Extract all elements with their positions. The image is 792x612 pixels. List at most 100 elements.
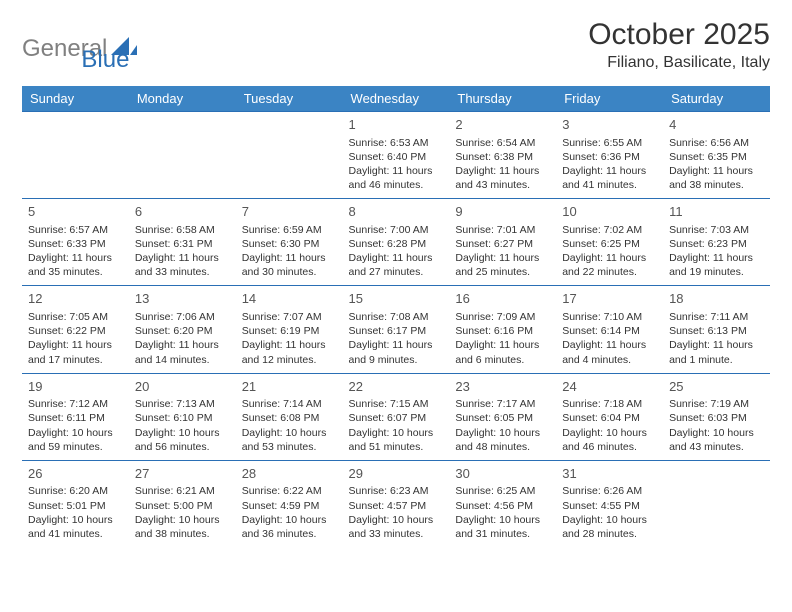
sunset-text: Sunset: 6:19 PM	[242, 324, 337, 338]
sunrise-text: Sunrise: 7:07 AM	[242, 310, 337, 324]
daylight-text: Daylight: 11 hours	[242, 338, 337, 352]
calendar-day-cell: 30Sunrise: 6:25 AMSunset: 4:56 PMDayligh…	[449, 460, 556, 547]
daylight-text: Daylight: 11 hours	[455, 251, 550, 265]
day-number: 19	[28, 378, 123, 396]
sunrise-text: Sunrise: 7:03 AM	[669, 223, 764, 237]
logo-text-blue: Blue	[81, 46, 129, 74]
day-number: 6	[135, 203, 230, 221]
daylight-text: and 33 minutes.	[349, 527, 444, 541]
daylight-text: and 56 minutes.	[135, 440, 230, 454]
daylight-text: and 27 minutes.	[349, 265, 444, 279]
daylight-text: and 46 minutes.	[562, 440, 657, 454]
sunset-text: Sunset: 6:36 PM	[562, 150, 657, 164]
calendar-empty-cell	[663, 460, 770, 547]
sunset-text: Sunset: 6:10 PM	[135, 411, 230, 425]
calendar-day-cell: 24Sunrise: 7:18 AMSunset: 6:04 PMDayligh…	[556, 373, 663, 460]
sunset-text: Sunset: 5:01 PM	[28, 499, 123, 513]
calendar-day-cell: 19Sunrise: 7:12 AMSunset: 6:11 PMDayligh…	[22, 373, 129, 460]
day-number: 13	[135, 290, 230, 308]
page-header: General Blue October 2025 Filiano, Basil…	[22, 18, 770, 74]
daylight-text: and 38 minutes.	[135, 527, 230, 541]
daylight-text: and 9 minutes.	[349, 353, 444, 367]
daylight-text: Daylight: 10 hours	[28, 426, 123, 440]
sunrise-text: Sunrise: 6:54 AM	[455, 136, 550, 150]
calendar-week-row: 26Sunrise: 6:20 AMSunset: 5:01 PMDayligh…	[22, 460, 770, 547]
calendar-table: SundayMondayTuesdayWednesdayThursdayFrid…	[22, 86, 770, 547]
sunrise-text: Sunrise: 7:19 AM	[669, 397, 764, 411]
sunrise-text: Sunrise: 7:02 AM	[562, 223, 657, 237]
sunset-text: Sunset: 6:31 PM	[135, 237, 230, 251]
day-number: 24	[562, 378, 657, 396]
sunset-text: Sunset: 6:04 PM	[562, 411, 657, 425]
weekday-header: Sunday	[22, 86, 129, 112]
sunset-text: Sunset: 6:40 PM	[349, 150, 444, 164]
sunset-text: Sunset: 6:16 PM	[455, 324, 550, 338]
daylight-text: and 43 minutes.	[669, 440, 764, 454]
sunrise-text: Sunrise: 7:06 AM	[135, 310, 230, 324]
calendar-day-cell: 10Sunrise: 7:02 AMSunset: 6:25 PMDayligh…	[556, 199, 663, 286]
calendar-day-cell: 21Sunrise: 7:14 AMSunset: 6:08 PMDayligh…	[236, 373, 343, 460]
daylight-text: Daylight: 10 hours	[349, 513, 444, 527]
sunrise-text: Sunrise: 7:14 AM	[242, 397, 337, 411]
daylight-text: and 1 minute.	[669, 353, 764, 367]
daylight-text: and 41 minutes.	[562, 178, 657, 192]
daylight-text: Daylight: 10 hours	[135, 426, 230, 440]
calendar-day-cell: 28Sunrise: 6:22 AMSunset: 4:59 PMDayligh…	[236, 460, 343, 547]
sunrise-text: Sunrise: 7:18 AM	[562, 397, 657, 411]
day-number: 7	[242, 203, 337, 221]
calendar-body: 1Sunrise: 6:53 AMSunset: 6:40 PMDaylight…	[22, 112, 770, 548]
sunrise-text: Sunrise: 7:10 AM	[562, 310, 657, 324]
daylight-text: and 6 minutes.	[455, 353, 550, 367]
title-block: October 2025 Filiano, Basilicate, Italy	[588, 18, 770, 72]
calendar-day-cell: 18Sunrise: 7:11 AMSunset: 6:13 PMDayligh…	[663, 286, 770, 373]
calendar-day-cell: 15Sunrise: 7:08 AMSunset: 6:17 PMDayligh…	[343, 286, 450, 373]
sunset-text: Sunset: 6:20 PM	[135, 324, 230, 338]
location-text: Filiano, Basilicate, Italy	[588, 54, 770, 72]
daylight-text: Daylight: 10 hours	[135, 513, 230, 527]
calendar-day-cell: 17Sunrise: 7:10 AMSunset: 6:14 PMDayligh…	[556, 286, 663, 373]
calendar-day-cell: 7Sunrise: 6:59 AMSunset: 6:30 PMDaylight…	[236, 199, 343, 286]
sunset-text: Sunset: 6:03 PM	[669, 411, 764, 425]
calendar-day-cell: 25Sunrise: 7:19 AMSunset: 6:03 PMDayligh…	[663, 373, 770, 460]
daylight-text: and 38 minutes.	[669, 178, 764, 192]
daylight-text: and 35 minutes.	[28, 265, 123, 279]
day-number: 29	[349, 465, 444, 483]
day-number: 20	[135, 378, 230, 396]
calendar-day-cell: 16Sunrise: 7:09 AMSunset: 6:16 PMDayligh…	[449, 286, 556, 373]
calendar-week-row: 5Sunrise: 6:57 AMSunset: 6:33 PMDaylight…	[22, 199, 770, 286]
day-number: 16	[455, 290, 550, 308]
calendar-day-cell: 3Sunrise: 6:55 AMSunset: 6:36 PMDaylight…	[556, 112, 663, 199]
sunset-text: Sunset: 6:14 PM	[562, 324, 657, 338]
day-number: 2	[455, 116, 550, 134]
sunrise-text: Sunrise: 6:26 AM	[562, 484, 657, 498]
sunrise-text: Sunrise: 6:53 AM	[349, 136, 444, 150]
sunset-text: Sunset: 4:56 PM	[455, 499, 550, 513]
weekday-header: Wednesday	[343, 86, 450, 112]
weekday-header: Friday	[556, 86, 663, 112]
daylight-text: Daylight: 11 hours	[28, 338, 123, 352]
calendar-day-cell: 5Sunrise: 6:57 AMSunset: 6:33 PMDaylight…	[22, 199, 129, 286]
sunrise-text: Sunrise: 6:59 AM	[242, 223, 337, 237]
calendar-empty-cell	[22, 112, 129, 199]
calendar-day-cell: 22Sunrise: 7:15 AMSunset: 6:07 PMDayligh…	[343, 373, 450, 460]
calendar-day-cell: 12Sunrise: 7:05 AMSunset: 6:22 PMDayligh…	[22, 286, 129, 373]
daylight-text: Daylight: 10 hours	[242, 426, 337, 440]
daylight-text: and 51 minutes.	[349, 440, 444, 454]
day-number: 9	[455, 203, 550, 221]
sunrise-text: Sunrise: 7:09 AM	[455, 310, 550, 324]
calendar-week-row: 12Sunrise: 7:05 AMSunset: 6:22 PMDayligh…	[22, 286, 770, 373]
day-number: 8	[349, 203, 444, 221]
daylight-text: Daylight: 10 hours	[562, 426, 657, 440]
daylight-text: and 22 minutes.	[562, 265, 657, 279]
daylight-text: and 48 minutes.	[455, 440, 550, 454]
day-number: 23	[455, 378, 550, 396]
day-number: 12	[28, 290, 123, 308]
daylight-text: Daylight: 11 hours	[28, 251, 123, 265]
daylight-text: Daylight: 10 hours	[455, 426, 550, 440]
daylight-text: and 12 minutes.	[242, 353, 337, 367]
daylight-text: and 17 minutes.	[28, 353, 123, 367]
calendar-empty-cell	[236, 112, 343, 199]
sunset-text: Sunset: 6:08 PM	[242, 411, 337, 425]
sunset-text: Sunset: 6:23 PM	[669, 237, 764, 251]
daylight-text: Daylight: 11 hours	[669, 164, 764, 178]
